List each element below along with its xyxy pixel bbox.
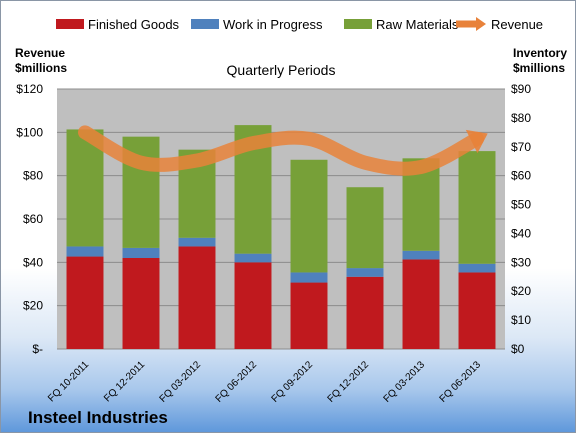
x-tick-label: FQ 06-2013 xyxy=(438,359,484,405)
bar-work-in-progress xyxy=(122,247,160,258)
bar-work-in-progress xyxy=(458,263,496,273)
legend-swatch-finished-goods xyxy=(56,19,84,29)
x-tick-label: FQ 09-2012 xyxy=(270,359,316,405)
right-tick-label: $50 xyxy=(511,198,531,212)
chart-title: Quarterly Periods xyxy=(227,62,336,78)
right-axis-title-line2: $millions xyxy=(513,61,565,75)
left-tick-label: $20 xyxy=(23,299,43,313)
bar-finished-goods xyxy=(234,262,272,349)
left-tick-label: $120 xyxy=(16,82,43,96)
right-tick-label: $10 xyxy=(511,313,531,327)
right-tick-label: $30 xyxy=(511,255,531,269)
bar-work-in-progress xyxy=(234,253,272,263)
legend-label-raw-materials: Raw Materials xyxy=(376,17,459,32)
bar-finished-goods xyxy=(402,259,440,349)
legend: Finished Goods Work in Progress Raw Materi… xyxy=(56,17,543,32)
bar-work-in-progress xyxy=(178,237,216,247)
bar-finished-goods xyxy=(458,272,496,349)
bar-finished-goods xyxy=(66,256,104,349)
bar-raw-materials xyxy=(458,151,496,264)
legend-swatch-raw-materials xyxy=(344,19,372,29)
legend-label-revenue: Revenue xyxy=(491,17,543,32)
left-tick-label: $- xyxy=(32,342,43,356)
bar-raw-materials xyxy=(66,129,104,247)
bar-finished-goods xyxy=(178,246,216,349)
bar-finished-goods xyxy=(122,258,160,349)
x-tick-label: FQ 03-2012 xyxy=(158,359,204,405)
legend-label-finished-goods: Finished Goods xyxy=(88,17,180,32)
bar-work-in-progress xyxy=(402,250,440,260)
right-axis-title-line1: Inventory xyxy=(513,46,567,60)
x-tick-label: FQ 10-2011 xyxy=(46,359,91,404)
revenue-arrowhead xyxy=(465,129,488,154)
bar-raw-materials xyxy=(290,159,328,273)
bar-raw-materials xyxy=(346,187,384,269)
x-tick-label: FQ 06-2012 xyxy=(214,359,260,405)
legend-swatch-work-in-progress xyxy=(191,19,219,29)
left-tick-label: $100 xyxy=(16,125,43,139)
left-tick-label: $40 xyxy=(23,255,43,269)
legend-label-work-in-progress: Work in Progress xyxy=(223,17,323,32)
bar-finished-goods xyxy=(346,276,384,349)
right-tick-label: $0 xyxy=(511,342,525,356)
left-tick-label: $60 xyxy=(23,212,43,226)
bar-work-in-progress xyxy=(290,272,328,283)
bar-work-in-progress xyxy=(66,246,104,257)
right-tick-label: $40 xyxy=(511,226,531,240)
right-tick-label: $90 xyxy=(511,82,531,96)
bar-work-in-progress xyxy=(346,268,384,277)
x-tick-label: FQ 12-2011 xyxy=(102,359,147,404)
left-axis-title-line1: Revenue xyxy=(15,46,65,60)
left-tick-label: $80 xyxy=(23,169,43,183)
legend-arrow-icon xyxy=(476,17,486,31)
right-tick-label: $60 xyxy=(511,169,531,183)
left-axis-title-line2: $millions xyxy=(15,61,67,75)
right-tick-label: $20 xyxy=(511,284,531,298)
revenue-line xyxy=(78,125,484,176)
x-tick-label: FQ 03-2013 xyxy=(382,359,428,405)
company-name: Insteel Industries xyxy=(28,408,168,427)
x-tick-label: FQ 12-2012 xyxy=(326,359,372,405)
right-tick-label: $80 xyxy=(511,111,531,125)
plot-area: $- $20 $40 $60 $80 $100 $120 $0 $10 $20 $30 $40 $50 $… xyxy=(16,82,531,405)
bar-finished-goods xyxy=(290,282,328,349)
right-tick-label: $70 xyxy=(511,140,531,154)
